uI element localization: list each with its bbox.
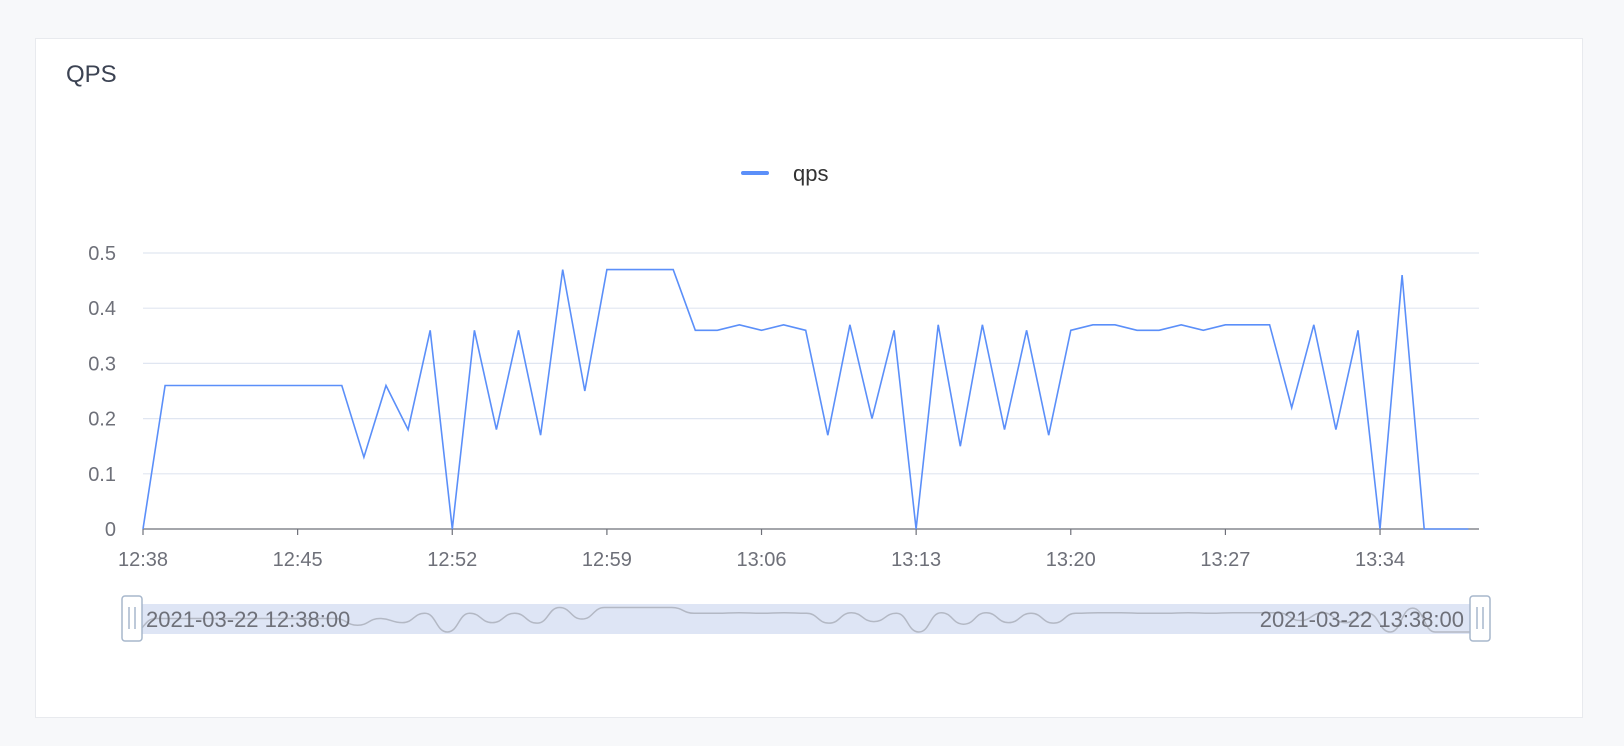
x-tick-label: 13:06 — [736, 549, 786, 571]
legend-label[interactable]: qps — [793, 161, 828, 186]
x-tick-label: 12:52 — [427, 549, 477, 571]
qps-line-chart[interactable]: qps 0 0.1 0.2 0.3 0.4 0.5 12:38 12:45 12:52 12:5… — [36, 39, 1584, 719]
y-tick-label: 0 — [105, 519, 116, 541]
data-zoom-start-handle[interactable] — [121, 595, 143, 642]
series-layer — [142, 268, 1469, 530]
x-tick-label: 13:27 — [1200, 549, 1250, 571]
card-title: QPS — [66, 61, 117, 88]
x-tick-label: 12:59 — [582, 549, 632, 571]
x-tick-label: 12:45 — [273, 549, 323, 571]
y-tick-label: 0.1 — [88, 464, 116, 486]
y-axis: 0 0.1 0.2 0.3 0.4 0.5 — [88, 243, 116, 541]
y-tick-label: 0.2 — [88, 409, 116, 431]
qps-card: QPS qps 0 0.1 0.2 0.3 0.4 0.5 12:38 12:45 12:52… — [35, 38, 1583, 718]
y-tick-label: 0.4 — [88, 298, 116, 320]
data-zoom-end-label: 2021-03-22 13:38:00 — [1260, 607, 1464, 632]
x-tick-label: 13:34 — [1355, 549, 1405, 571]
data-zoom-track[interactable] — [133, 604, 1480, 634]
x-tick-label: 12:38 — [118, 549, 168, 571]
data-zoom-end-handle[interactable] — [1469, 595, 1491, 642]
x-tick-label: 13:20 — [1046, 549, 1096, 571]
x-axis: 12:38 12:45 12:52 12:59 13:06 13:13 13:20 13:27… — [118, 528, 1479, 571]
y-tick-label: 0.5 — [88, 243, 116, 265]
series-line-qps[interactable] — [142, 268, 1469, 530]
y-tick-label: 0.3 — [88, 353, 116, 375]
legend[interactable]: qps — [741, 161, 828, 186]
x-tick-label: 13:13 — [891, 549, 941, 571]
data-zoom-slider[interactable]: 2021-03-22 12:38:00 2021-03-22 13:38:00 — [121, 595, 1491, 642]
data-zoom-preview-line — [132, 606, 1480, 633]
grid-lines — [143, 252, 1479, 475]
data-zoom-start-label: 2021-03-22 12:38:00 — [146, 607, 350, 632]
